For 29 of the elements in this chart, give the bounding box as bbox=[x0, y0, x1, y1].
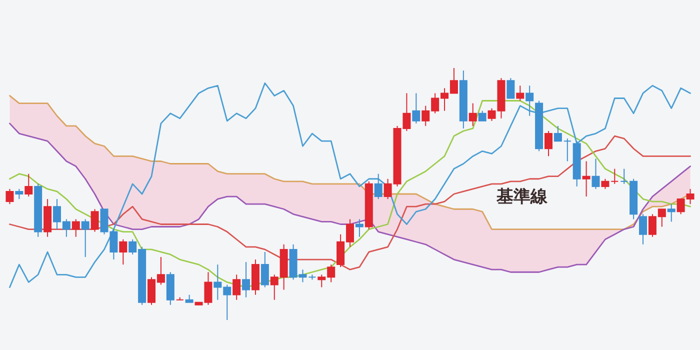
candlestick bbox=[516, 85, 524, 102]
candlestick bbox=[506, 78, 515, 99]
candlestick bbox=[119, 238, 128, 266]
candlestick bbox=[639, 214, 648, 245]
candlestick bbox=[355, 218, 364, 238]
candlestick bbox=[554, 125, 562, 142]
candlestick bbox=[72, 218, 80, 238]
candlestick bbox=[526, 85, 534, 116]
candlestick bbox=[544, 130, 552, 157]
candlestick bbox=[6, 188, 14, 205]
candlestick bbox=[90, 208, 99, 232]
candlestick bbox=[15, 188, 24, 200]
candlestick bbox=[610, 168, 619, 184]
annotation: 基準線 bbox=[496, 187, 548, 207]
candlestick bbox=[232, 274, 241, 300]
candlestick bbox=[592, 158, 600, 190]
candlestick bbox=[260, 251, 269, 288]
candlestick bbox=[478, 110, 486, 122]
candlestick bbox=[468, 102, 477, 126]
candlestick bbox=[81, 218, 90, 258]
candlestick bbox=[601, 178, 610, 190]
candlestick bbox=[563, 138, 572, 162]
candlestick bbox=[24, 173, 33, 198]
candlestick bbox=[374, 173, 382, 200]
candlestick bbox=[412, 92, 420, 124]
candlestick bbox=[620, 168, 628, 184]
candlestick bbox=[582, 160, 590, 198]
candlestick bbox=[242, 262, 250, 298]
candlestick bbox=[667, 204, 676, 222]
